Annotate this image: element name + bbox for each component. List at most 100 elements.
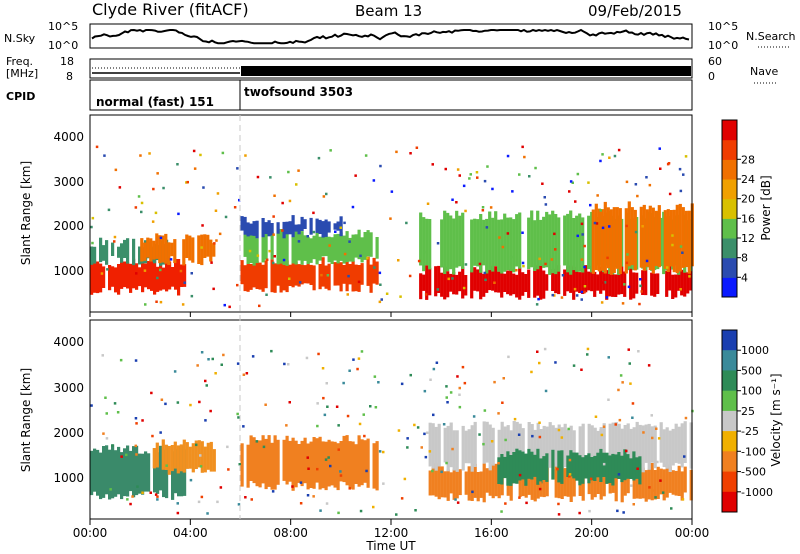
velocity-speckle — [337, 511, 340, 515]
power-band-5-cell — [282, 221, 286, 239]
power-speckle — [114, 168, 118, 172]
velocity-speckle — [659, 479, 662, 482]
velocity-speckle — [456, 501, 460, 504]
power-band-2-cell — [206, 234, 210, 257]
velocity-speckle — [568, 458, 572, 462]
time-tick-label: 08:00 — [273, 526, 308, 540]
velocity-speckle — [653, 489, 656, 492]
power-speckle — [107, 208, 111, 212]
power-band-3-cell — [246, 260, 250, 292]
power-speckle — [214, 209, 218, 212]
power-speckle — [476, 176, 479, 179]
velocity-speckle — [648, 486, 651, 489]
power-speckle — [483, 179, 487, 183]
velocity-speckle — [656, 460, 659, 464]
velocity-colorbar-tick-label: 500 — [741, 364, 762, 377]
power-band-6-cell — [668, 265, 672, 291]
velocity-band-3-cell — [518, 465, 522, 497]
power-speckle — [601, 226, 605, 230]
power-speckle — [357, 280, 361, 284]
velocity-ytick-1000: 1000 — [53, 471, 84, 485]
velocity-band-5-cell — [632, 451, 636, 481]
power-speckle — [256, 254, 260, 257]
cpid-panel-frame — [89, 79, 693, 111]
velocity-band-1-cell — [209, 441, 213, 472]
velocity-panel: Slant Range [km] 1000 2000 3000 4000 100… — [19, 319, 783, 520]
velocity-band-2-cell — [366, 438, 370, 488]
velocity-speckle — [445, 461, 448, 465]
power-speckle — [409, 152, 412, 155]
power-speckle — [312, 230, 316, 234]
velocity-band-3-cell — [596, 470, 600, 494]
power-speckle — [509, 255, 513, 259]
power-speckle — [671, 243, 674, 247]
power-band-4-cell — [330, 237, 334, 264]
power-speckle — [389, 217, 392, 220]
velocity-speckle — [299, 502, 303, 505]
power-speckle — [506, 232, 510, 235]
power-speckle — [550, 258, 554, 261]
power-band-3-cell — [360, 263, 364, 285]
power-speckle — [295, 183, 298, 186]
velocity-speckle — [544, 389, 548, 393]
velocity-colorbar-segment — [722, 431, 737, 452]
power-band-6-cell — [515, 274, 519, 298]
velocity-band-4-cell — [662, 429, 666, 467]
velocity-speckle — [424, 455, 428, 459]
velocity-speckle — [471, 490, 474, 494]
power-speckle — [583, 285, 587, 288]
velocity-colorbar-segment — [722, 491, 737, 513]
cpid-label: CPID — [6, 90, 35, 103]
velocity-band-4-cell — [593, 427, 597, 465]
power-band-7-cell — [587, 215, 591, 270]
power-band-6-cell — [461, 266, 465, 299]
velocity-band-4-cell — [488, 424, 492, 471]
power-ytick-4000: 4000 — [53, 130, 84, 144]
power-band-6-cell — [578, 272, 582, 293]
velocity-band-0-cell — [174, 448, 178, 494]
power-band-7-cell — [443, 210, 447, 274]
power-band-6-cell — [482, 273, 486, 297]
velocity-speckle — [423, 389, 427, 393]
power-band-2-cell — [143, 242, 147, 261]
power-band-6-cell — [422, 274, 426, 291]
power-speckle — [613, 154, 617, 158]
velocity-band-4-cell — [446, 425, 450, 472]
power-band-2-cell — [149, 238, 153, 262]
power-band-7-cell — [572, 218, 576, 271]
velocity-band-3-cell — [476, 472, 480, 502]
velocity-band-4-cell — [551, 425, 555, 470]
velocity-speckle — [431, 469, 434, 473]
power-colorbar-tick-label: 28 — [741, 153, 755, 166]
velocity-band-0-cell — [108, 449, 112, 500]
power-band-3-cell — [357, 265, 361, 292]
velocity-speckle — [134, 359, 138, 362]
power-band-6-cell — [539, 265, 543, 300]
velocity-speckle — [432, 367, 436, 371]
velocity-band-3-cell — [470, 466, 474, 501]
power-speckle — [475, 171, 479, 174]
power-band-5-cell — [243, 216, 247, 235]
power-band-8-cell — [630, 207, 634, 266]
velocity-band-4-cell — [539, 429, 543, 467]
power-speckle — [216, 192, 220, 195]
velocity-band-1-cell — [164, 444, 168, 470]
power-band-4-cell — [357, 229, 361, 260]
power-band-6-cell — [425, 265, 429, 300]
power-band-4-cell — [354, 234, 358, 258]
power-band-5-cell — [255, 220, 259, 239]
power-band-0-cell — [180, 264, 184, 287]
velocity-speckle — [214, 372, 217, 375]
velocity-band-4-cell — [530, 424, 534, 465]
power-band-7-cell — [578, 213, 582, 272]
power-speckle — [339, 226, 342, 229]
power-speckle — [221, 151, 225, 155]
power-band-3-cell — [303, 265, 307, 284]
velocity-colorbar-tick-label: -100 — [741, 445, 766, 458]
velocity-colorbar-segment — [722, 350, 737, 371]
power-band-1-cell — [132, 238, 136, 266]
power-speckle — [621, 302, 625, 305]
velocity-band-4-cell — [482, 421, 486, 464]
power-speckle — [265, 293, 268, 296]
power-speckle — [415, 146, 419, 149]
